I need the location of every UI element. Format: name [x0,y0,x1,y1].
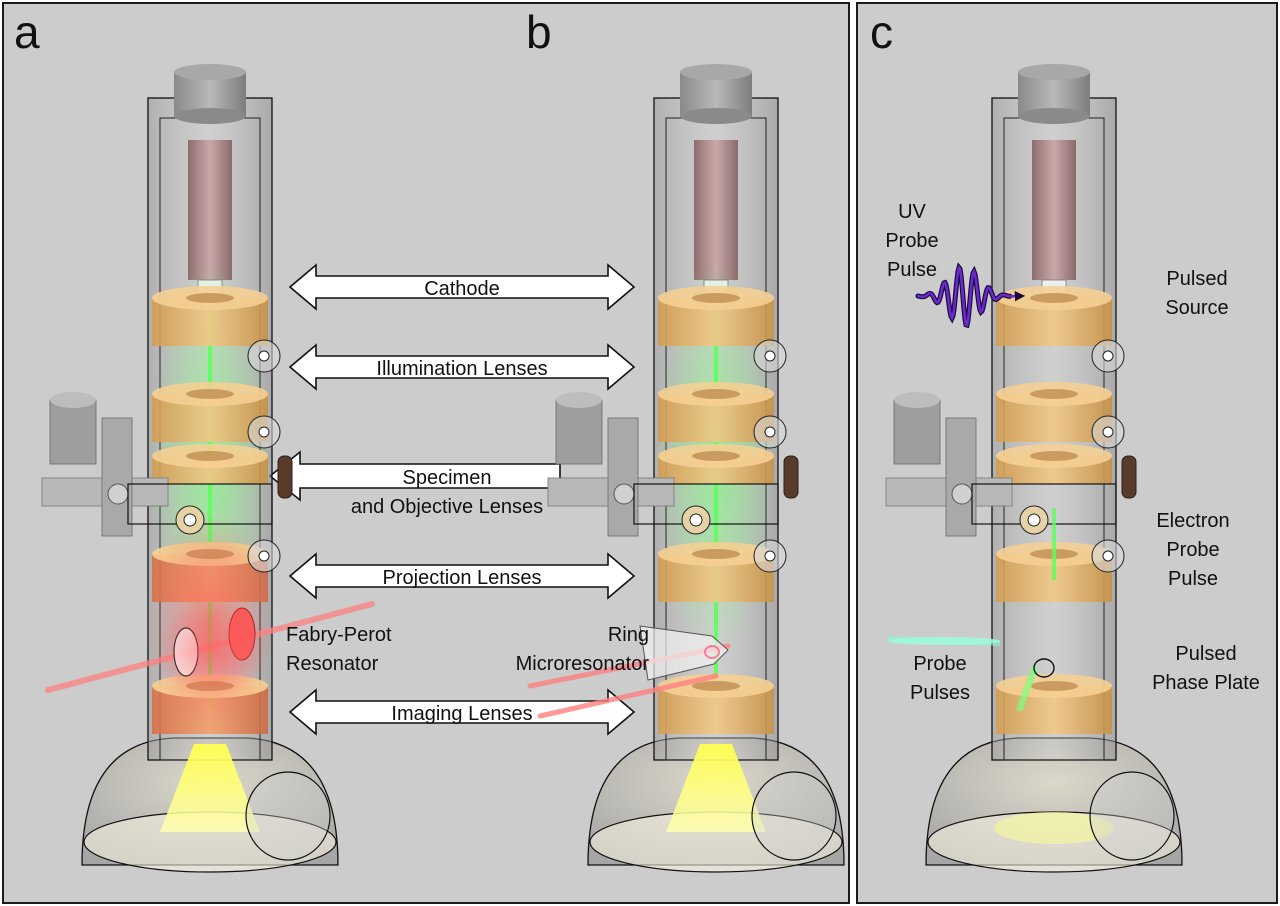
top-cap-face [680,64,752,80]
microscope-column-c [885,64,1183,873]
holder-screw [107,483,129,505]
aperture-knob-center [258,550,270,562]
aperture-knob-center [764,350,776,362]
ring-microresonator [527,625,731,719]
microscope-column-b [547,64,845,873]
illumination-cone [666,744,766,832]
holder-screw [613,483,635,505]
holder-motor-top [894,392,940,408]
arrow-projection [288,552,636,600]
holder-knob [277,455,293,499]
lens-bore [1030,293,1078,303]
label-ring: Ring [608,624,649,646]
label-objective-lenses: and Objective Lenses [351,496,543,518]
label-fabry-perot: Fabry-Perot [286,624,392,646]
label-electron-probe: Probe [1166,539,1219,561]
specimen-port-center [689,513,703,527]
aperture-knob-center [258,426,270,438]
arrow-imaging [288,688,636,736]
label-cathode: Cathode [424,278,500,300]
label-probe: Probe [913,653,966,675]
viewing-window [1089,771,1175,861]
label-electron: Electron [1156,510,1229,532]
screen-spot [994,812,1114,844]
lens-bore [1030,389,1078,399]
lens-bore [692,451,740,461]
label-resonator: Resonator [286,653,379,675]
label-electron-pulse: Pulse [1168,568,1218,590]
lens-bore [692,389,740,399]
lens-bore [692,681,740,691]
cathode-rod [694,140,738,280]
label-specimen: Specimen [403,467,492,489]
label-uv-pulse: Pulse [887,259,937,281]
holder-motor-top [556,392,602,408]
cathode-rod [188,140,232,280]
panel-letter-a: a [14,6,40,58]
aperture-knob-center [1102,426,1114,438]
lens-bore [186,389,234,399]
aperture-knob-center [1102,550,1114,562]
top-cap-bottom [1018,108,1090,124]
holder-bracket [945,417,977,537]
label-uv: UV [898,201,926,223]
arrow-cathode [288,263,636,311]
label-phase-plate: Phase Plate [1152,672,1260,694]
holder-motor-top [50,392,96,408]
cathode-rod [1032,140,1076,280]
panel-letter-b: b [526,6,552,58]
illumination-cone [160,744,260,832]
arrow-specimen [268,450,561,502]
label-pulsed-source-1: Pulsed [1166,268,1227,290]
label-imaging-lenses: Imaging Lenses [391,703,532,725]
aperture-knob-center [764,550,776,562]
lens-bore [692,293,740,303]
top-cap-face [1018,64,1090,80]
holder-motor [555,399,603,465]
holder-motor [893,399,941,465]
label-pulses: Pulses [910,682,970,704]
top-cap-bottom [174,108,246,124]
specimen-port-center [183,513,197,527]
label-microresonator: Microresonator [516,653,650,675]
fabry-perot-resonator [45,600,375,700]
lens-bore [1030,451,1078,461]
holder-screw [951,483,973,505]
diagram-labels: a b c Cathode Illumination Lenses Specim… [14,6,1260,725]
lens-bore [1030,681,1078,691]
top-cap-face [174,64,246,80]
lens-bore [186,451,234,461]
label-uv-probe: Probe [885,230,938,252]
aperture-knob-center [764,426,776,438]
lens-bore [186,293,234,303]
top-cap-bottom [680,108,752,124]
aperture-knob-center [1102,350,1114,362]
holder-knob [1121,455,1137,499]
holder-bracket [101,417,133,537]
label-illumination-lenses: Illumination Lenses [376,358,547,380]
specimen-port-center [1027,513,1041,527]
aperture-knob-center [258,350,270,362]
label-pulsed-phase: Pulsed [1175,643,1236,665]
label-projection-lenses: Projection Lenses [383,567,542,589]
probe-pulses-beam [888,636,1055,712]
label-pulsed-source-2: Source [1165,297,1228,319]
lens-bore [692,549,740,559]
arrow-illumination [288,343,636,391]
uv-probe-pulse-wave [915,262,1026,329]
viewing-window [245,771,331,861]
holder-bracket [607,417,639,537]
panel-letter-c: c [870,6,893,58]
holder-motor [49,399,97,465]
holder-knob [783,455,799,499]
viewing-window [751,771,837,861]
double-arrows [268,263,636,736]
